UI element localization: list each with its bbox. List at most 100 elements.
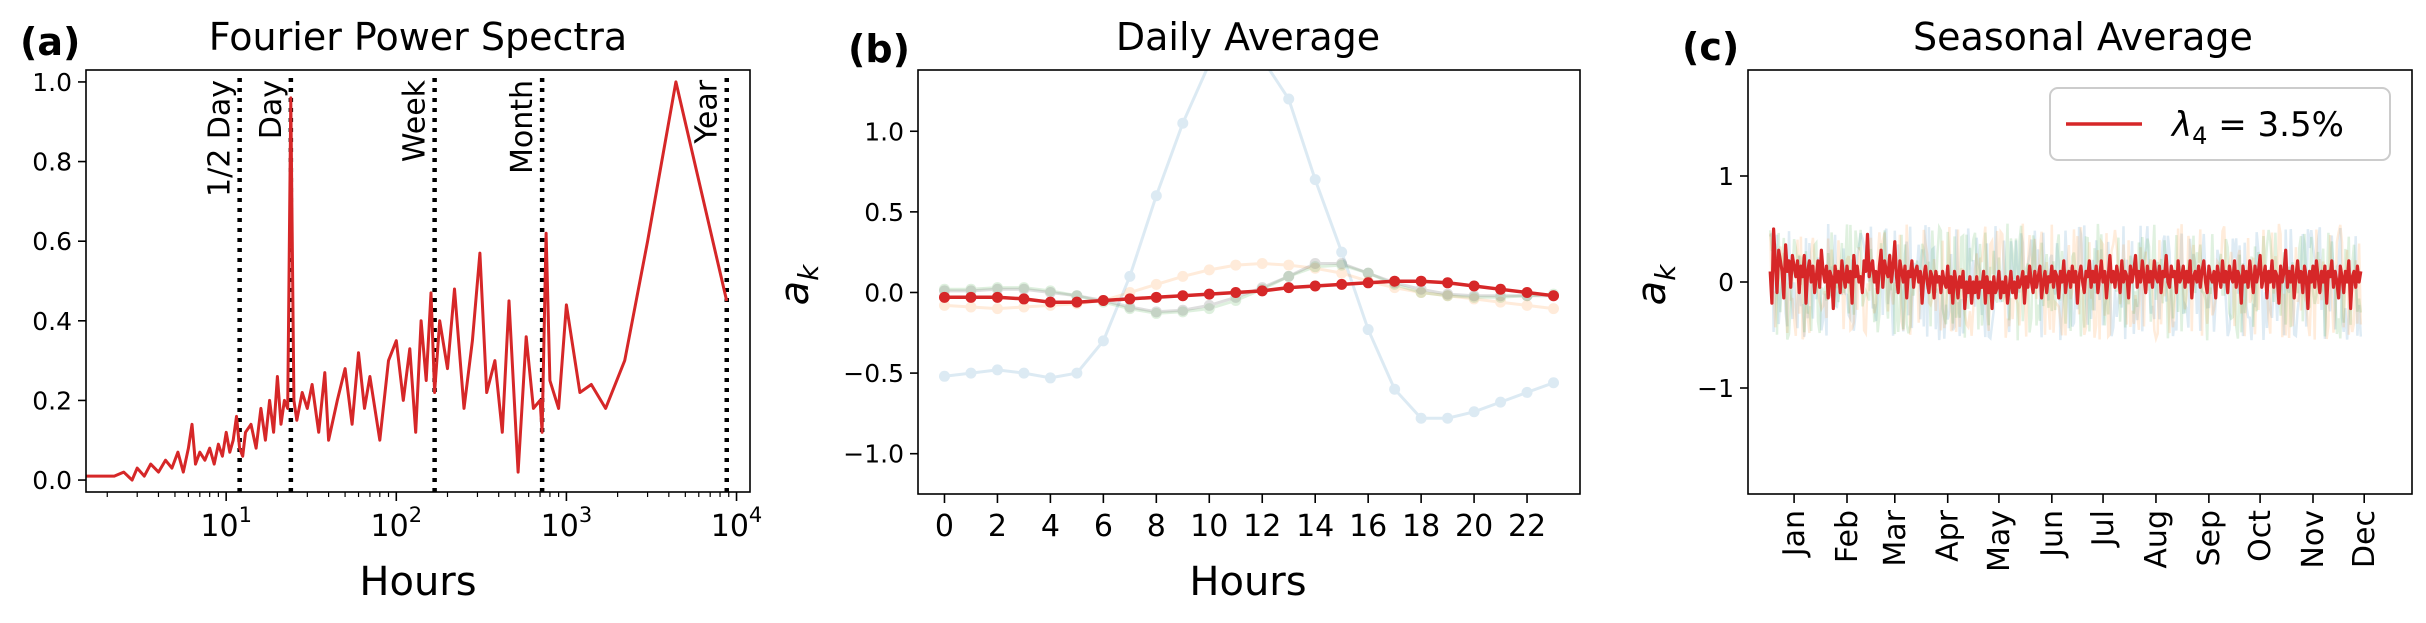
- daily-series-point: [1018, 367, 1030, 379]
- month-label: Feb: [1830, 510, 1865, 563]
- panel-a-title: Fourier Power Spectra: [209, 15, 627, 59]
- xtick-label: 22: [1508, 509, 1546, 544]
- daily-series-point: [1415, 275, 1427, 287]
- daily-series-point: [1044, 286, 1056, 298]
- panel-a-letter: (a): [20, 20, 80, 64]
- daily-series-point: [1203, 299, 1215, 311]
- ytick-label: 0.8: [32, 148, 72, 177]
- daily-series-point: [1415, 286, 1427, 298]
- panel-b-ylabel: ak: [772, 263, 825, 306]
- daily-series-point: [1548, 290, 1560, 302]
- period-marker-label: Year: [690, 79, 725, 144]
- daily-series-point: [991, 283, 1003, 295]
- xtick-label: 101: [200, 503, 252, 544]
- panel-a-spectrum-line: [86, 80, 729, 482]
- daily-series-point: [1256, 285, 1268, 297]
- daily-series-point: [938, 291, 950, 303]
- daily-series-point: [938, 299, 950, 311]
- daily-series-point: [1336, 259, 1348, 271]
- daily-series-point: [1018, 283, 1030, 295]
- daily-series-point: [1389, 383, 1401, 395]
- daily-series-point: [1018, 282, 1030, 294]
- period-marker-label: 1/2 Day: [203, 80, 238, 197]
- ytick-label: −0.5: [843, 359, 904, 388]
- panel-c-seasonal-average: (c) Seasonal Average ak −1 0 1 Jan Feb Mar Apr…: [1629, 15, 2413, 572]
- xtick-label: 12: [1243, 509, 1281, 544]
- daily-series-point: [1548, 377, 1560, 389]
- month-label: Nov: [2296, 510, 2331, 569]
- daily-series-point: [1150, 307, 1162, 319]
- xtick-label: 20: [1455, 509, 1493, 544]
- daily-series-point: [1124, 270, 1136, 282]
- xtick-label: 18: [1402, 509, 1440, 544]
- ytick-label: 1: [1718, 162, 1734, 191]
- panel-c-title: Seasonal Average: [1913, 15, 2253, 59]
- daily-series-point: [1018, 293, 1030, 305]
- daily-series-point: [1204, 58, 1215, 69]
- daily-series-point: [1283, 93, 1295, 105]
- daily-series-point: [1309, 262, 1321, 274]
- panel-c-ticks: −1 0 1 Jan Feb Mar Apr May Jun Jul Aug Sep Oct Nov Dec: [1697, 162, 2382, 572]
- daily-series-point: [1283, 270, 1295, 282]
- daily-series-point: [1468, 290, 1480, 302]
- ytick-label: 0.6: [32, 227, 72, 256]
- daily-series-point: [1044, 285, 1056, 297]
- daily-series-point: [1442, 412, 1454, 424]
- daily-series-point: [991, 282, 1003, 294]
- daily-series-point: [1203, 264, 1215, 276]
- daily-series-point: [965, 291, 977, 303]
- daily-series-point: [1309, 280, 1321, 292]
- month-label: Mar: [1878, 509, 1913, 566]
- seasonal-background-trace: [1768, 223, 2363, 344]
- daily-series-point: [1495, 396, 1507, 408]
- ytick-label: 0.2: [32, 386, 72, 415]
- xtick-label: 0: [935, 509, 954, 544]
- period-marker-label: Month: [505, 80, 540, 174]
- daily-series-point: [1521, 299, 1533, 311]
- daily-series-point: [965, 283, 977, 295]
- panel-b-ticks: −1.0 −0.5 0.0 0.5 1.0 0 2 4 6 8 10 12 14 16 18 20 22: [843, 117, 1546, 544]
- daily-series-point: [1150, 278, 1162, 290]
- daily-series-point: [1415, 286, 1427, 298]
- ytick-label: −1: [1697, 374, 1734, 403]
- daily-series-point: [1177, 117, 1189, 129]
- xtick-label: 102: [371, 503, 423, 544]
- panel-a-fourier-spectra: (a) Fourier Power Spectra Hours 0.00.20.…: [20, 15, 762, 605]
- daily-series-point: [938, 283, 950, 295]
- month-label: Oct: [2243, 510, 2278, 562]
- daily-series-point: [1442, 277, 1454, 289]
- period-marker-label: Day: [254, 80, 289, 139]
- xtick-label: 103: [541, 503, 593, 544]
- daily-series-point: [1442, 288, 1454, 300]
- daily-series-point: [1521, 386, 1533, 398]
- panel-b-daily-average: (b) Daily Average Hours ak −1.0 −0.5 0.0 0.…: [772, 15, 1581, 605]
- daily-series-point: [1495, 291, 1507, 303]
- xtick-label: 8: [1147, 509, 1166, 544]
- month-label: Dec: [2347, 510, 2382, 568]
- panel-c-ylabel: ak: [1629, 263, 1682, 306]
- panel-c-legend: λ4 = 3.5%: [2049, 87, 2391, 161]
- daily-series-point: [1468, 293, 1480, 305]
- daily-series-point: [1044, 296, 1056, 308]
- panel-b-title: Daily Average: [1116, 15, 1380, 59]
- month-label: Sep: [2192, 510, 2227, 567]
- daily-series-point: [1362, 267, 1374, 279]
- ytick-label: −1.0: [843, 440, 904, 469]
- ytick-label: 1.0: [32, 68, 72, 97]
- month-label: May: [1982, 510, 2017, 572]
- daily-series-point: [991, 291, 1003, 303]
- month-label: Jan: [1777, 510, 1812, 558]
- panel-b-letter: (b): [848, 27, 910, 71]
- daily-series-point: [1097, 295, 1109, 307]
- daily-series-line: [944, 263, 1554, 315]
- month-label: Jun: [2035, 510, 2070, 559]
- daily-series-point: [1362, 267, 1374, 279]
- daily-series-point: [1415, 283, 1427, 295]
- daily-series-point: [1124, 293, 1136, 305]
- daily-series-point: [1018, 301, 1030, 313]
- seasonal-series-line: [1768, 227, 2363, 311]
- daily-series-point: [1442, 290, 1454, 302]
- panel-a-period-markers: 1/2 Day Day Week Month Year: [203, 77, 729, 492]
- daily-series-point: [1336, 267, 1348, 279]
